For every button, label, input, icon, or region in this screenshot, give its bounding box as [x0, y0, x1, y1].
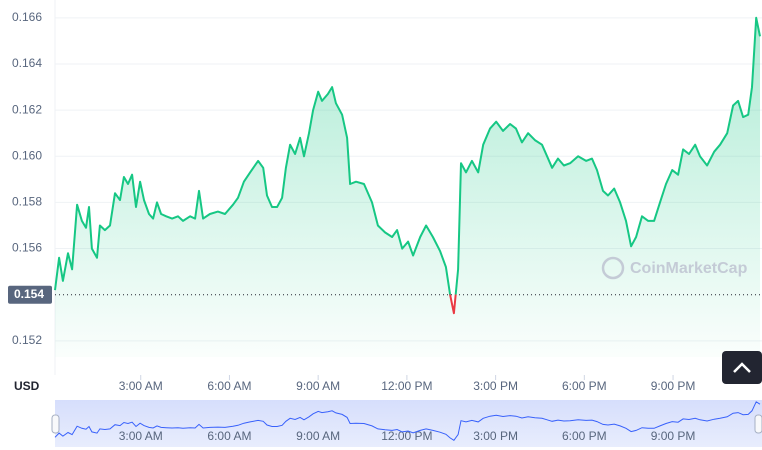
reference-label-bg: [8, 285, 52, 304]
navigator-handle[interactable]: [51, 414, 60, 434]
x-tick-label: 3:00 PM: [473, 379, 518, 393]
y-tick-label: 0.156: [12, 241, 42, 255]
navigator-window: [55, 400, 762, 447]
navigator-tick-label: 9:00 PM: [651, 429, 696, 443]
watermark-text: CoinMarketCap: [630, 260, 748, 277]
y-tick-label: 0.164: [12, 56, 42, 70]
navigator-handle[interactable]: [754, 414, 762, 434]
navigator-tick-label: 12:00 PM: [381, 429, 432, 443]
y-tick-label: 0.152: [12, 333, 42, 347]
price-area: [54, 17, 760, 358]
scroll-top-button[interactable]: [722, 351, 762, 384]
price-line: [54, 16, 761, 315]
x-tick-label: 9:00 PM: [651, 379, 696, 393]
x-tick-label: 6:00 AM: [207, 379, 251, 393]
navigator-tick-label: 3:00 AM: [119, 429, 163, 443]
navigator-tick-label: 6:00 AM: [207, 429, 251, 443]
navigator: 3:00 AM 6:00 AM 9:00 AM 12:00 PM 3:00 PM 6:00…: [54, 401, 761, 443]
watermark-logo: [601, 256, 625, 280]
y-tick-label: 0.160: [12, 148, 42, 162]
navigator-tick-label: 9:00 AM: [296, 429, 340, 443]
y-tick-label: 0.162: [12, 102, 42, 116]
y-tick-label: 0.158: [12, 195, 42, 209]
x-tick-label: 9:00 AM: [296, 379, 340, 393]
navigator-tick-label: 6:00 PM: [562, 429, 607, 443]
navigator-line: [54, 401, 761, 441]
plot-area: 0.152 0.156 0.158 0.160 0.162 0.164 0.166 3:00 …: [8, 0, 762, 393]
x-tick-label: 12:00 PM: [381, 379, 432, 393]
y-tick-label: 0.166: [12, 10, 42, 24]
currency-label: USD: [14, 379, 40, 393]
navigator-tick-label: 3:00 PM: [473, 429, 518, 443]
watermark: CoinMarketCap: [601, 256, 748, 280]
x-tick-label: 6:00 PM: [562, 379, 607, 393]
x-tick-label: 3:00 AM: [119, 379, 163, 393]
reference-label: 0.154: [14, 287, 44, 301]
